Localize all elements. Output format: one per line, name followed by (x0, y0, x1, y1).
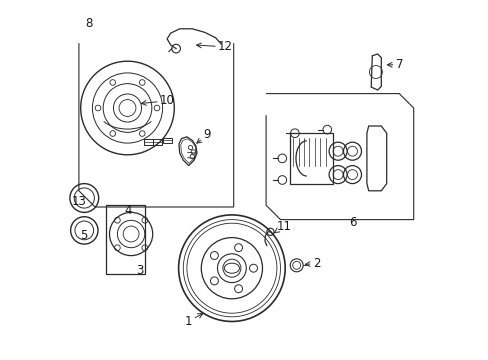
Text: 9: 9 (196, 129, 210, 143)
Text: 6: 6 (348, 216, 356, 229)
Text: 2: 2 (305, 257, 320, 270)
Bar (289, 133, 332, 184)
Text: 13: 13 (71, 195, 86, 208)
Text: 11: 11 (273, 220, 291, 233)
Text: 12: 12 (196, 40, 232, 53)
Text: 8: 8 (85, 17, 93, 30)
Text: 4: 4 (124, 204, 132, 217)
Text: 7: 7 (386, 58, 402, 71)
Bar (153, 139, 162, 145)
Bar (144, 139, 152, 145)
Text: 10: 10 (141, 94, 174, 107)
Text: 3: 3 (136, 264, 143, 277)
Bar (106, 205, 145, 274)
Text: 1: 1 (184, 314, 203, 328)
Text: 5: 5 (81, 229, 88, 242)
Bar (163, 138, 171, 143)
